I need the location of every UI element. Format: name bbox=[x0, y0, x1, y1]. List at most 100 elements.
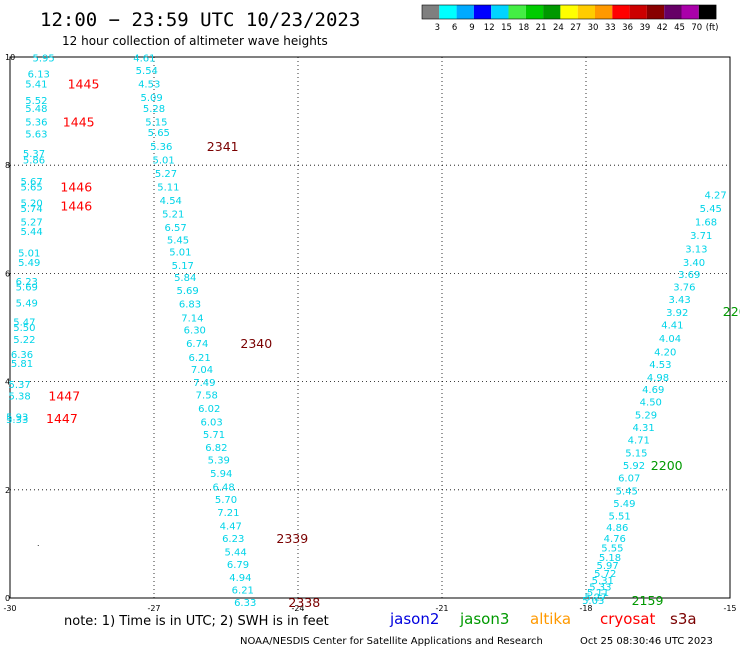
colorbar-swatch bbox=[439, 5, 457, 19]
colorbar-swatch bbox=[456, 5, 474, 19]
colorbar-legend: 3 6 9 12 15 18 21 24 27 30 33 36 39 42 45 70 (ft) bbox=[421, 4, 719, 33]
satellite-legend-altika: altika bbox=[530, 610, 571, 628]
wave-height-value: 5.38 bbox=[8, 392, 30, 403]
wave-height-value: 5.67 bbox=[20, 177, 42, 188]
wave-height-value: 6.02 bbox=[198, 404, 220, 415]
wave-height-values: 5.956.135.415.525.485.365.635.375.865.67… bbox=[6, 54, 727, 609]
y-tick-label: 10 bbox=[5, 53, 15, 62]
wave-height-value: 6.74 bbox=[186, 339, 208, 350]
colorbar-swatch bbox=[491, 5, 509, 19]
plot-frame bbox=[9, 56, 731, 599]
colorbar-label: 39 bbox=[639, 23, 650, 33]
wave-height-value: 5.51 bbox=[608, 511, 630, 522]
wave-height-value: 5.45 bbox=[167, 235, 189, 246]
x-tick-label: -18 bbox=[579, 604, 592, 613]
pass-time-label: 2340 bbox=[240, 336, 272, 351]
wave-height-value: 4.31 bbox=[632, 423, 654, 434]
wave-height-value: 5.27 bbox=[584, 592, 606, 603]
wave-height-value: 5.63 bbox=[25, 129, 47, 140]
colorbar-swatch bbox=[543, 5, 561, 19]
wave-height-value: 5.11 bbox=[587, 588, 609, 599]
wave-height-value: 5.71 bbox=[203, 430, 225, 441]
wave-height-value: 5.65 bbox=[20, 182, 42, 193]
colorbar-label: 6 bbox=[452, 23, 457, 33]
x-tick-label: -30 bbox=[3, 604, 16, 613]
wave-height-value: 6.03 bbox=[200, 418, 222, 429]
colorbar-label: 33 bbox=[605, 23, 616, 33]
satellite-legend-jason3: jason3 bbox=[459, 610, 509, 628]
wave-height-value: 5.49 bbox=[16, 299, 38, 310]
colorbar-swatch bbox=[664, 5, 682, 19]
wave-height-value: 6.21 bbox=[188, 353, 210, 364]
pass-time-label: 2338 bbox=[288, 595, 320, 610]
y-tick-label: 6 bbox=[5, 269, 10, 278]
colorbar-label: 24 bbox=[553, 23, 564, 33]
wave-height-value: 7.21 bbox=[217, 508, 239, 519]
wave-height-value: 4.41 bbox=[661, 320, 683, 331]
colorbar-label: 21 bbox=[536, 23, 547, 33]
pass-time-label: 2200 bbox=[651, 458, 683, 473]
wave-height-value: 3.40 bbox=[683, 258, 705, 269]
wave-height-value: 4.47 bbox=[220, 522, 242, 533]
wave-height-value: 5.33 bbox=[6, 415, 28, 426]
wave-height-value: 6.33 bbox=[234, 598, 256, 609]
wave-height-value: 5.15 bbox=[145, 117, 167, 128]
wave-height-value: 5.95 bbox=[32, 54, 54, 65]
wave-height-value: 5.33 bbox=[589, 583, 611, 594]
colorbar-swatch bbox=[560, 5, 578, 19]
wave-height-value: 5.09 bbox=[140, 93, 162, 104]
wave-height-value: 4.50 bbox=[640, 398, 662, 409]
pass-time-label: 2159 bbox=[632, 593, 664, 608]
wave-height-value: 5.36 bbox=[150, 142, 172, 153]
wave-height-value: 4.71 bbox=[628, 436, 650, 447]
wave-height-value: 5.45 bbox=[616, 486, 638, 497]
wave-height-value: 7.04 bbox=[191, 365, 213, 376]
x-tick-label: -21 bbox=[435, 604, 448, 613]
colorbar-swatch bbox=[577, 5, 595, 19]
wave-height-value: 3.43 bbox=[668, 295, 690, 306]
footer-credit: NOAA/NESDIS Center for Satellite Applica… bbox=[240, 636, 543, 647]
wave-height-value: 5.49 bbox=[613, 499, 635, 510]
colorbar-label: 12 bbox=[484, 23, 495, 33]
wave-height-value: 5.41 bbox=[25, 80, 47, 91]
pass-time-label: 2339 bbox=[276, 531, 308, 546]
wave-height-value: 5.69 bbox=[176, 286, 198, 297]
colorbar-label: 27 bbox=[570, 23, 581, 33]
wave-height-value: 3.69 bbox=[678, 270, 700, 281]
wave-height-value: 5.48 bbox=[25, 104, 47, 115]
colorbar-swatch bbox=[698, 5, 717, 19]
x-tick-label: -24 bbox=[291, 604, 304, 613]
colorbar-label: 70 bbox=[691, 23, 702, 33]
wave-height-value: 7.14 bbox=[181, 313, 203, 324]
wave-height-value: 6.07 bbox=[618, 473, 640, 484]
wave-height-value: 6.21 bbox=[232, 585, 254, 596]
colorbar-swatch bbox=[681, 5, 699, 19]
colorbar-label: 45 bbox=[674, 23, 685, 33]
wave-height-value: 5.01 bbox=[169, 247, 191, 258]
y-tick-label: 0 bbox=[5, 594, 10, 603]
wave-height-value: 5.45 bbox=[700, 204, 722, 215]
axis-ticks: -30 -27 -24 -21 -18 -15 0 2 4 6 8 10 bbox=[3, 53, 736, 613]
colorbar-label: 36 bbox=[622, 23, 633, 33]
wave-height-value: 1.68 bbox=[695, 218, 717, 229]
colorbar-label: 9 bbox=[469, 23, 474, 33]
wave-height-value: 5.94 bbox=[210, 469, 232, 480]
y-tick-label: 8 bbox=[5, 161, 10, 170]
wave-height-value: 5.17 bbox=[172, 261, 194, 272]
satellite-legend-s3a: s3a bbox=[670, 610, 697, 628]
colorbar-label: (ft) bbox=[706, 23, 719, 33]
wave-height-value: 5.39 bbox=[208, 456, 230, 467]
wave-height-value: 5.52 bbox=[25, 96, 47, 107]
colorbar-frame bbox=[421, 4, 717, 20]
pass-time-label: 2201 bbox=[723, 304, 740, 319]
colorbar-swatch bbox=[422, 5, 440, 19]
wave-height-value: 7.49 bbox=[193, 378, 215, 389]
wave-height-value: 6.82 bbox=[205, 443, 227, 454]
wave-height-value: 5.70 bbox=[215, 495, 237, 506]
wave-height-value: 4.20 bbox=[654, 347, 676, 358]
wave-height-value: 5.69 bbox=[16, 282, 38, 293]
wave-height-value: 5.20 bbox=[20, 199, 42, 210]
wave-height-value: 4.76 bbox=[604, 534, 626, 545]
satellite-legend-cryosat: cryosat bbox=[600, 610, 655, 628]
